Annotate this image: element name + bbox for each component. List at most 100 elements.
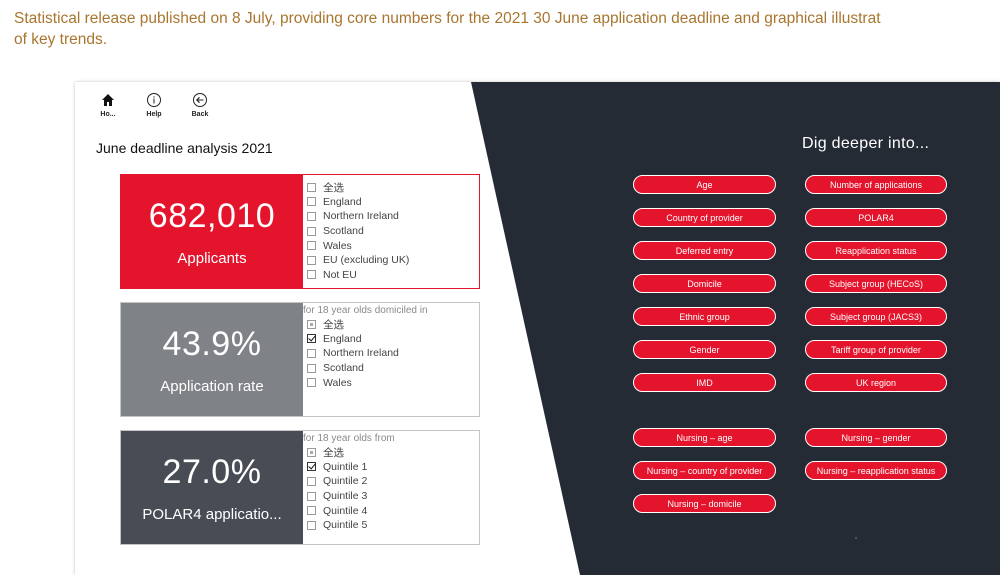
home-icon	[101, 92, 115, 108]
option-label: 全选	[323, 446, 344, 459]
slicer-header: for 18 year olds from	[303, 433, 395, 444]
polar4-kpi: 27.0% POLAR4 applicatio...	[121, 431, 303, 544]
option-label: Wales	[323, 239, 352, 252]
link-nursing-domicile[interactable]: Nursing – domicile	[633, 494, 776, 513]
link-ethnic-group[interactable]: Ethnic group	[633, 307, 776, 326]
back-arrow-icon	[192, 92, 208, 108]
decorative-dot	[855, 537, 857, 539]
link-uk-region[interactable]: UK region	[805, 373, 947, 392]
checkbox[interactable]	[307, 462, 316, 472]
option-label: Northern Ireland	[323, 210, 399, 223]
home-button[interactable]: Ho...	[91, 92, 125, 118]
option-label: Quintile 1	[323, 460, 368, 473]
kpi-label: Applicants	[177, 249, 247, 267]
checkbox[interactable]	[307, 476, 316, 486]
link-domicile[interactable]: Domicile	[633, 274, 776, 293]
kpi-label: POLAR4 applicatio...	[142, 505, 282, 523]
option-label: Northern Ireland	[323, 347, 399, 360]
intro-line-2: of key trends.	[14, 31, 108, 48]
dig-deeper-title: Dig deeper into...	[802, 135, 930, 152]
option-label: 全选	[323, 318, 344, 331]
link-subject-group-hecos[interactable]: Subject group (HECoS)	[805, 274, 947, 293]
quintile-slicer: for 18 year olds from 全选 Quintile 1 Quin…	[303, 433, 395, 533]
application-rate-kpi: 43.9% Application rate	[121, 303, 303, 416]
link-age[interactable]: Age	[633, 175, 776, 194]
slicer-option-scotland[interactable]: Scotland	[307, 361, 428, 376]
option-label: Quintile 2	[323, 475, 368, 488]
slicer-option-england[interactable]: England	[307, 332, 428, 347]
slicer-option-quintile-1[interactable]: Quintile 1	[307, 460, 395, 475]
checkbox[interactable]	[307, 447, 316, 457]
checkbox[interactable]	[307, 270, 316, 280]
link-country-of-provider[interactable]: Country of provider	[633, 208, 776, 227]
slicer-option-select-all[interactable]: 全选	[307, 445, 395, 460]
option-label: Quintile 4	[323, 504, 368, 517]
checkbox[interactable]	[307, 226, 316, 236]
checkbox[interactable]	[307, 255, 316, 265]
polar4-card: 27.0% POLAR4 applicatio... for 18 year o…	[120, 430, 480, 545]
slicer-option-select-all[interactable]: 全选	[307, 180, 409, 195]
slicer-option-wales[interactable]: Wales	[307, 238, 409, 253]
slicer-option-select-all[interactable]: 全选	[307, 317, 428, 332]
option-label: 全选	[323, 181, 344, 194]
link-gender[interactable]: Gender	[633, 340, 776, 359]
link-polar4[interactable]: POLAR4	[805, 208, 947, 227]
kpi-value: 682,010	[148, 196, 276, 235]
report-canvas: Ho... Help Back June deadline analysis 2…	[75, 82, 1000, 575]
help-button[interactable]: Help	[137, 92, 171, 118]
checkbox[interactable]	[307, 197, 316, 207]
option-label: Not EU	[323, 268, 357, 281]
slicer-option-northern-ireland[interactable]: Northern Ireland	[307, 209, 409, 224]
checkbox[interactable]	[307, 520, 316, 530]
link-nursing-country-of-provider[interactable]: Nursing – country of provider	[633, 461, 776, 480]
slicer-option-not-eu[interactable]: Not EU	[307, 268, 409, 283]
link-number-of-applications[interactable]: Number of applications	[805, 175, 947, 194]
link-nursing-gender[interactable]: Nursing – gender	[805, 428, 947, 447]
slicer-header: for 18 year olds domiciled in	[303, 305, 428, 316]
slicer-option-quintile-5[interactable]: Quintile 5	[307, 518, 395, 533]
checkbox[interactable]	[307, 348, 316, 358]
option-label: England	[323, 332, 362, 345]
info-icon	[146, 92, 162, 108]
option-label: Quintile 3	[323, 490, 368, 503]
option-label: Scotland	[323, 225, 364, 238]
slicer-option-northern-ireland[interactable]: Northern Ireland	[307, 346, 428, 361]
slicer-option-quintile-2[interactable]: Quintile 2	[307, 474, 395, 489]
slicer-option-england[interactable]: England	[307, 195, 409, 210]
slicer-option-quintile-4[interactable]: Quintile 4	[307, 503, 395, 518]
application-rate-card: 43.9% Application rate for 18 year olds …	[120, 302, 480, 417]
slicer-option-wales[interactable]: Wales	[307, 375, 428, 390]
back-label: Back	[191, 111, 209, 118]
checkbox[interactable]	[307, 319, 316, 329]
option-label: EU (excluding UK)	[323, 254, 410, 267]
domiciled-slicer: for 18 year olds domiciled in 全选 England…	[303, 305, 428, 390]
checkbox[interactable]	[307, 334, 316, 344]
home-label: Ho...	[100, 111, 116, 118]
checkbox[interactable]	[307, 363, 316, 373]
option-label: Quintile 5	[323, 519, 368, 532]
slicer-option-quintile-3[interactable]: Quintile 3	[307, 489, 395, 504]
option-label: Scotland	[323, 362, 364, 375]
link-nursing-reapplication-status[interactable]: Nursing – reapplication status	[805, 461, 947, 480]
domicile-slicer: 全选 England Northern Ireland Scotland Wal…	[307, 180, 409, 282]
kpi-value: 27.0%	[162, 452, 262, 491]
help-label: Help	[146, 111, 162, 118]
checkbox[interactable]	[307, 241, 316, 251]
checkbox[interactable]	[307, 182, 316, 192]
kpi-value: 43.9%	[162, 324, 262, 363]
link-nursing-age[interactable]: Nursing – age	[633, 428, 776, 447]
checkbox[interactable]	[307, 491, 316, 501]
link-subject-group-jacs3[interactable]: Subject group (JACS3)	[805, 307, 947, 326]
back-button[interactable]: Back	[183, 92, 217, 118]
slicer-option-eu[interactable]: EU (excluding UK)	[307, 253, 409, 268]
link-deferred-entry[interactable]: Deferred entry	[633, 241, 776, 260]
checkbox[interactable]	[307, 506, 316, 516]
link-reapplication-status[interactable]: Reapplication status	[805, 241, 947, 260]
slicer-option-scotland[interactable]: Scotland	[307, 224, 409, 239]
page-title: June deadline analysis 2021	[96, 140, 273, 156]
link-imd[interactable]: IMD	[633, 373, 776, 392]
intro-text: Statistical release published on 8 July,…	[14, 8, 1000, 50]
checkbox[interactable]	[307, 378, 316, 388]
checkbox[interactable]	[307, 211, 316, 221]
link-tariff-group[interactable]: Tariff group of provider	[805, 340, 947, 359]
